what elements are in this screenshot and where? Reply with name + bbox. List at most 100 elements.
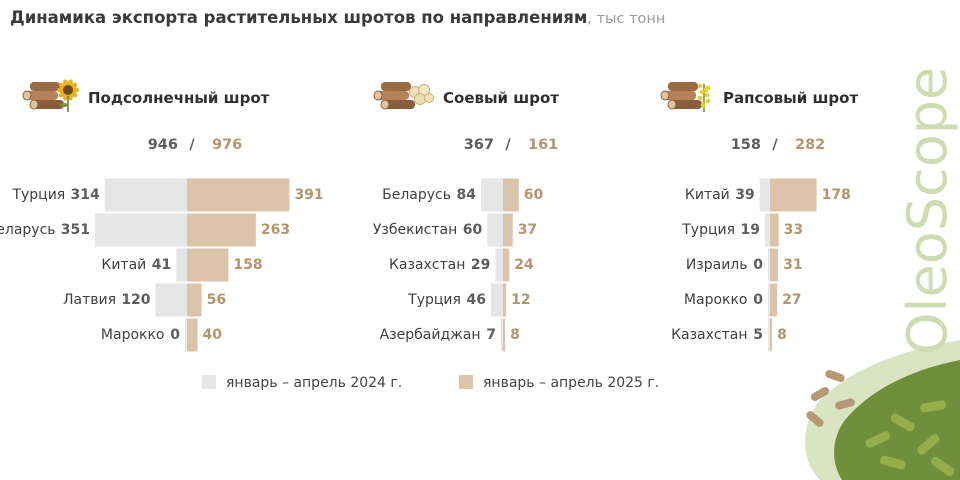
bar-2024	[487, 213, 503, 247]
category-label: Турция	[407, 292, 461, 308]
value-label-2025: 40	[202, 327, 222, 343]
legend-swatch-2025	[459, 375, 473, 389]
chart-title: Подсолнечный шрот	[88, 89, 270, 107]
value-label-2025: 56	[207, 292, 226, 308]
value-label-2024: 5	[753, 327, 763, 343]
page-title: Динамика экспорта растительных шротов по…	[10, 8, 665, 27]
value-label-2025: 24	[514, 257, 534, 273]
value-label-2025: 33	[784, 222, 803, 238]
totals-separator: /	[772, 137, 778, 153]
bar-2024	[185, 318, 187, 352]
value-label-2024: 314	[70, 187, 99, 203]
legend-swatch-2024	[202, 375, 216, 389]
value-label-2025: 158	[233, 257, 262, 273]
chart-panel-1: Подсолнечный шрот 946 / 976 314 Турция 391 351 Б…	[0, 79, 324, 352]
title-unit: , тыс тонн	[587, 11, 666, 27]
value-label-2024: 60	[463, 222, 483, 238]
value-label-2025: 8	[510, 327, 520, 343]
bar-2025	[503, 178, 519, 212]
total-2024: 158	[731, 137, 761, 153]
pellets-decoration	[805, 340, 960, 480]
bar-2024	[95, 213, 187, 247]
bar-2025	[187, 213, 256, 247]
legend-label-2025: январь – апрель 2025 г.	[483, 375, 660, 391]
chart-title: Рапсовый шрот	[723, 89, 858, 107]
total-2025: 161	[528, 137, 558, 153]
value-label-2024: 41	[152, 257, 171, 273]
category-label: Марокко	[101, 327, 165, 343]
value-label-2025: 391	[294, 187, 323, 203]
brand-watermark: OleoScope	[896, 66, 959, 355]
logs-icon	[373, 82, 415, 110]
value-label-2025: 263	[261, 222, 290, 238]
title-text: Динамика экспорта растительных шротов по…	[10, 8, 588, 27]
bar-2025	[503, 318, 506, 352]
value-label-2024: 7	[486, 327, 496, 343]
bar-2024	[768, 283, 770, 317]
value-label-2024: 120	[121, 292, 150, 308]
category-label: Китай	[101, 257, 146, 273]
sunflower-icon	[57, 79, 79, 112]
chart-panel-2: Соевый шрот 367 / 161 84 Беларусь 60 60 Узбекист…	[373, 82, 559, 352]
bar-2025	[770, 318, 773, 352]
value-label-2024: 19	[741, 222, 760, 238]
category-label: Казахстан	[389, 257, 465, 273]
value-label-2025: 37	[518, 222, 537, 238]
category-label: Турция	[11, 187, 65, 203]
bar-2025	[187, 318, 198, 352]
value-label-2024: 351	[61, 222, 90, 238]
totals-separator: /	[189, 137, 195, 153]
value-label-2025: 178	[822, 187, 851, 203]
rapeseed-icon	[697, 83, 711, 112]
category-label: Казахстан	[671, 327, 747, 343]
bar-2024	[768, 318, 770, 352]
totals-separator: /	[505, 137, 511, 153]
bar-2025	[503, 248, 510, 282]
bar-2024	[176, 248, 187, 282]
bar-2025	[770, 178, 817, 212]
bar-2025	[770, 213, 779, 247]
value-label-2025: 27	[782, 292, 801, 308]
bar-2025	[187, 248, 229, 282]
value-label-2025: 8	[777, 327, 787, 343]
logs-icon	[660, 82, 702, 110]
bar-2025	[187, 283, 202, 317]
total-2025: 282	[795, 137, 825, 153]
chart-title: Соевый шрот	[443, 89, 559, 107]
category-label: Узбекистан	[373, 222, 457, 238]
value-label-2025: 31	[783, 257, 802, 273]
chart-panel-3: Рапсовый шрот 158 / 282 39 Китай 178 19 Турция 33…	[660, 82, 858, 352]
bar-2025	[503, 283, 507, 317]
value-label-2024: 84	[457, 187, 477, 203]
value-label-2025: 12	[511, 292, 530, 308]
category-label: Азербайджан	[380, 327, 481, 343]
category-label: Китай	[685, 187, 730, 203]
category-label: Беларусь	[0, 222, 56, 238]
total-2024: 367	[464, 137, 494, 153]
bar-2024	[768, 248, 770, 282]
value-label-2024: 39	[735, 187, 754, 203]
legend-label-2024: январь – апрель 2024 г.	[226, 375, 403, 391]
value-label-2024: 46	[466, 292, 485, 308]
category-label: Марокко	[684, 292, 748, 308]
logs-icon	[22, 82, 64, 110]
bar-2025	[770, 283, 778, 317]
bar-2024	[501, 318, 503, 352]
bar-2024	[490, 283, 503, 317]
bar-2025	[503, 213, 513, 247]
total-2025: 976	[212, 137, 242, 153]
category-label: Израиль	[686, 257, 748, 273]
value-label-2024: 0	[753, 292, 763, 308]
total-2024: 946	[148, 137, 178, 153]
value-label-2024: 29	[471, 257, 490, 273]
bar-2024	[480, 178, 503, 212]
bar-2025	[770, 248, 779, 282]
value-label-2024: 0	[170, 327, 180, 343]
category-label: Беларусь	[382, 187, 451, 203]
category-label: Турция	[681, 222, 735, 238]
bar-2024	[765, 213, 770, 247]
bar-2024	[495, 248, 503, 282]
category-label: Латвия	[63, 292, 116, 308]
value-label-2024: 0	[753, 257, 763, 273]
